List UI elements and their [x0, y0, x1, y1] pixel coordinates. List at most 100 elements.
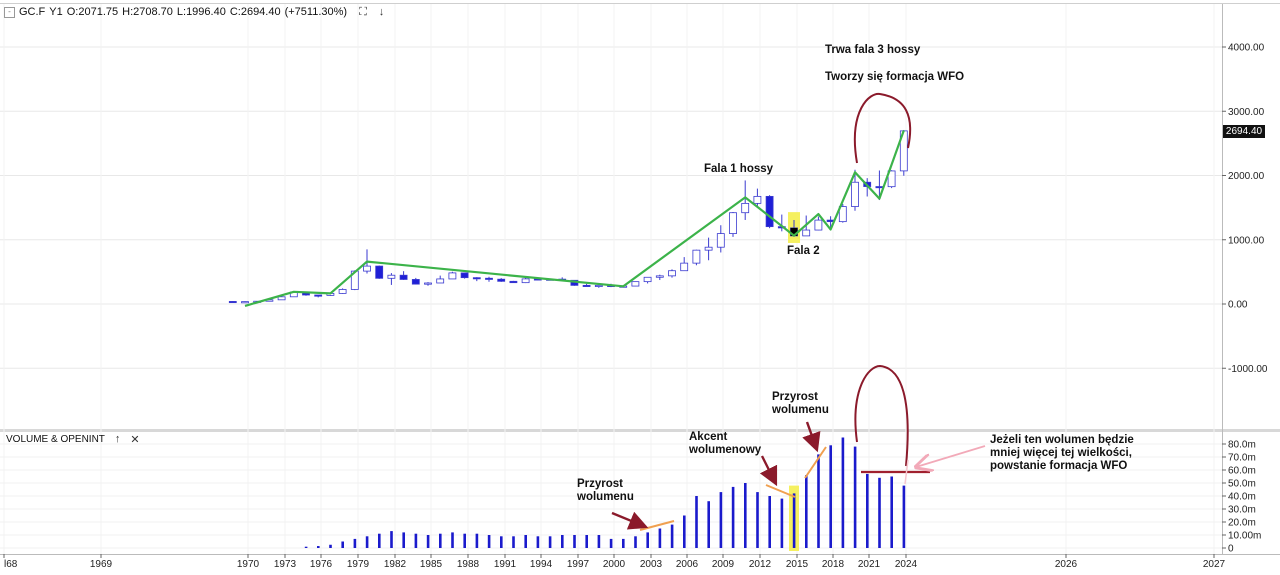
candle-body	[716, 233, 725, 248]
price-tick-label: 3000.00	[1228, 107, 1265, 118]
volume-bar	[329, 544, 332, 548]
volume-bar	[866, 473, 869, 548]
candle-body	[887, 170, 896, 188]
candle-body	[765, 195, 774, 228]
volume-bar	[426, 535, 430, 548]
volume-trend-segment	[765, 484, 796, 498]
candle-body	[387, 274, 396, 279]
candle-body	[753, 195, 762, 204]
time-tick-label: 2009	[712, 559, 735, 570]
time-tick-label: 2021	[858, 559, 881, 570]
low-value: L:1996.40	[176, 6, 226, 18]
candle-body	[521, 278, 530, 284]
candle-body	[509, 280, 518, 284]
volume-bar	[744, 483, 747, 548]
volume-bar	[512, 536, 515, 548]
volume-bar	[768, 496, 771, 548]
candle-body	[277, 296, 286, 301]
volume-header: VOLUME & OPENINT ↑ ✕	[6, 432, 140, 446]
time-tick-label: 1973	[274, 559, 297, 570]
candle-body	[643, 276, 652, 283]
candle-body	[814, 219, 823, 231]
volume-bar	[548, 536, 552, 548]
download-arrow-icon[interactable]: ↓	[378, 6, 385, 18]
volume-tick-label: 40.0m	[1228, 492, 1256, 503]
time-tick-label: 2018	[822, 559, 845, 570]
volume-bar	[756, 492, 759, 548]
arrow-volume-accent	[759, 455, 778, 487]
volume-bar	[597, 535, 601, 548]
volume-bar	[353, 538, 357, 548]
candle-body	[497, 278, 506, 282]
candle-body	[594, 284, 603, 287]
volume-bar	[378, 533, 381, 548]
volume-bar	[695, 496, 698, 548]
close-value: C:2694.40	[229, 6, 281, 18]
annotation-line: Przyrost	[772, 391, 819, 403]
volume-bar	[487, 535, 491, 548]
volume-title: VOLUME & OPENINT	[6, 433, 105, 445]
time-tick-label: 2003	[640, 559, 663, 570]
price-candles	[228, 129, 908, 304]
annotation-volume-accent: Akcent wolumenowy	[689, 431, 761, 457]
price-axis: 4000.00 3000.00 2000.00 1000.00 0.00 -1000.00	[1222, 43, 1268, 375]
move-up-icon[interactable]: ↑	[114, 433, 121, 445]
candle-body	[704, 246, 713, 251]
time-tick-label: 1997	[567, 559, 590, 570]
open-value: O:2071.75	[66, 6, 119, 18]
volume-bar	[402, 532, 405, 548]
annotation-drawings	[244, 92, 986, 531]
candle-body	[729, 212, 737, 234]
volume-tick-label: 60.0m	[1228, 466, 1256, 477]
annotation-line: Jeżeli ten wolumen będzie	[990, 434, 1134, 446]
time-tick-label: 1969	[90, 559, 113, 570]
candle-body	[802, 229, 811, 237]
annotation-line: Przyrost	[577, 478, 624, 490]
wfo-arc-volume	[854, 364, 909, 467]
symbol-label: GC.F	[19, 6, 46, 18]
volume-bar	[719, 492, 723, 548]
collapse-icon[interactable]: -	[4, 6, 15, 18]
candle-body	[875, 186, 884, 189]
annotation-volume-growth-1: Przyrost wolumenu	[577, 478, 634, 504]
time-tick-label: 1976	[310, 559, 333, 570]
volume-bar	[707, 501, 710, 548]
price-tick-label: -1000.00	[1228, 364, 1268, 375]
close-icon[interactable]: ✕	[130, 433, 140, 446]
volume-bar	[829, 445, 832, 548]
volume-bar	[585, 535, 588, 548]
price-tick-label: 1000.00	[1228, 235, 1265, 246]
volume-bar	[317, 546, 320, 548]
candle-body	[838, 206, 847, 223]
volume-bar	[414, 533, 418, 548]
annotation-wave3: Trwa fala 3 hossy	[825, 44, 921, 56]
last-price-label: 2694.40	[1223, 125, 1265, 138]
candle-body	[363, 265, 371, 272]
candle-body	[228, 301, 237, 304]
arrow-condition	[916, 445, 986, 467]
volume-bar	[646, 532, 649, 548]
candle-body	[851, 181, 859, 207]
candle-body	[655, 275, 664, 278]
volume-bar	[805, 475, 808, 548]
candle-body	[241, 301, 249, 304]
volume-bar	[475, 533, 479, 548]
volume-bar	[622, 538, 625, 548]
candle-body	[314, 294, 323, 297]
volume-axis: 80.0m 70.0m 60.0m 50.0m 40.0m 30.0m 20.0m 10.00…	[1222, 440, 1261, 555]
chart-header: - GC.F Y1 O:2071.75 H:2708.70 L:1996.40 …	[4, 4, 384, 20]
expand-icon[interactable]: ⛶	[359, 5, 367, 18]
price-tick-label: 4000.00	[1228, 43, 1265, 54]
volume-bar	[658, 528, 662, 548]
volume-tick-label: 50.0m	[1228, 479, 1256, 490]
volume-bar	[573, 535, 576, 548]
volume-bar	[439, 533, 442, 548]
volume-forecast-mark	[904, 459, 909, 485]
candle-body	[411, 279, 420, 285]
candle-body	[460, 272, 469, 279]
time-tick-label: 1982	[384, 559, 407, 570]
price-tick-label: 0.00	[1228, 300, 1248, 311]
time-tick-label: 1985	[420, 559, 443, 570]
volume-bar	[463, 533, 466, 548]
candle-body	[680, 262, 689, 272]
